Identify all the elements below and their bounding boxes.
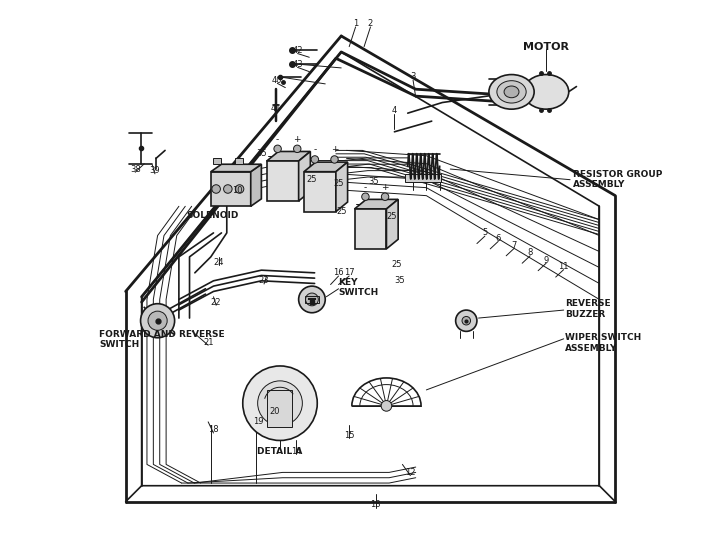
Text: 15: 15: [344, 431, 355, 440]
Text: KEY
SWITCH: KEY SWITCH: [339, 278, 378, 297]
Text: 35: 35: [256, 149, 267, 158]
Ellipse shape: [523, 74, 568, 109]
Text: DETAIL A: DETAIL A: [257, 447, 303, 456]
Ellipse shape: [497, 81, 526, 103]
Polygon shape: [299, 151, 310, 201]
Circle shape: [299, 286, 326, 313]
Text: 43: 43: [292, 60, 303, 68]
Polygon shape: [267, 161, 299, 201]
Text: 24: 24: [214, 258, 224, 266]
Bar: [213, 158, 221, 164]
Text: 1: 1: [353, 19, 358, 28]
Text: 9: 9: [544, 256, 549, 264]
Text: REVERSE
BUZZER: REVERSE BUZZER: [565, 299, 610, 319]
Text: 25: 25: [336, 207, 347, 216]
Circle shape: [381, 401, 392, 411]
Text: 22: 22: [211, 297, 221, 307]
Bar: [235, 158, 243, 164]
Text: 13: 13: [370, 500, 381, 509]
Text: 11: 11: [558, 262, 569, 271]
Text: 12: 12: [405, 468, 415, 477]
Circle shape: [148, 311, 167, 330]
Text: +: +: [331, 146, 339, 155]
Polygon shape: [251, 164, 262, 207]
Text: 42: 42: [292, 46, 303, 55]
Text: 10: 10: [232, 186, 243, 195]
Text: WIPER SWITCH
ASSEMBLY: WIPER SWITCH ASSEMBLY: [565, 333, 641, 353]
Text: 6: 6: [495, 234, 501, 243]
Text: -: -: [276, 135, 279, 144]
Circle shape: [236, 185, 244, 193]
Bar: [405, 174, 441, 182]
Text: 14: 14: [291, 447, 301, 456]
Text: 18: 18: [208, 425, 219, 434]
Polygon shape: [304, 162, 347, 172]
Circle shape: [455, 310, 477, 331]
Polygon shape: [211, 164, 262, 172]
Text: 8: 8: [528, 248, 533, 257]
Polygon shape: [304, 172, 336, 212]
Text: 38: 38: [130, 165, 141, 173]
Circle shape: [257, 381, 302, 425]
Text: -: -: [364, 182, 367, 192]
Text: RESISTOR GROUP
ASSEMBLY: RESISTOR GROUP ASSEMBLY: [573, 170, 662, 189]
Text: 5: 5: [482, 228, 487, 238]
Text: FORWARD AND REVERSE
SWITCH: FORWARD AND REVERSE SWITCH: [99, 330, 225, 349]
Text: 23: 23: [259, 276, 270, 285]
Circle shape: [311, 156, 318, 163]
Circle shape: [362, 193, 369, 201]
Text: 19: 19: [254, 417, 264, 426]
Text: -: -: [313, 146, 317, 155]
Text: 25: 25: [307, 175, 318, 184]
Text: 17: 17: [344, 269, 355, 277]
Circle shape: [223, 185, 232, 193]
Circle shape: [305, 293, 318, 306]
Polygon shape: [355, 209, 386, 249]
Ellipse shape: [489, 74, 534, 109]
Circle shape: [381, 193, 389, 201]
Bar: [305, 296, 319, 303]
Polygon shape: [267, 390, 291, 427]
Text: +: +: [381, 182, 389, 192]
Text: 25: 25: [386, 212, 397, 221]
Text: SOLENOID: SOLENOID: [187, 211, 239, 220]
Text: 20: 20: [270, 407, 280, 416]
Text: 16: 16: [334, 269, 344, 277]
Text: 35: 35: [394, 276, 405, 285]
Ellipse shape: [504, 86, 519, 98]
Circle shape: [294, 145, 301, 152]
Circle shape: [243, 366, 318, 440]
Text: 35: 35: [368, 177, 378, 186]
Polygon shape: [336, 162, 347, 212]
Text: 39: 39: [149, 166, 160, 175]
Circle shape: [268, 392, 291, 415]
Polygon shape: [386, 200, 398, 249]
Text: 2: 2: [368, 19, 373, 28]
Text: 40: 40: [272, 75, 283, 85]
Circle shape: [212, 185, 220, 193]
Circle shape: [331, 156, 339, 163]
Text: 25: 25: [334, 179, 344, 188]
Text: 4: 4: [392, 106, 397, 115]
Circle shape: [141, 304, 175, 338]
Circle shape: [462, 317, 471, 325]
Text: 3: 3: [410, 72, 415, 81]
Text: 41: 41: [271, 104, 281, 113]
Text: MOTOR: MOTOR: [523, 42, 569, 52]
Polygon shape: [355, 200, 398, 209]
Text: 21: 21: [203, 338, 213, 347]
Text: +: +: [294, 135, 301, 144]
Polygon shape: [211, 172, 251, 207]
Text: 7: 7: [512, 241, 517, 250]
Text: 25: 25: [392, 261, 402, 269]
Polygon shape: [267, 151, 310, 161]
Circle shape: [274, 145, 281, 152]
